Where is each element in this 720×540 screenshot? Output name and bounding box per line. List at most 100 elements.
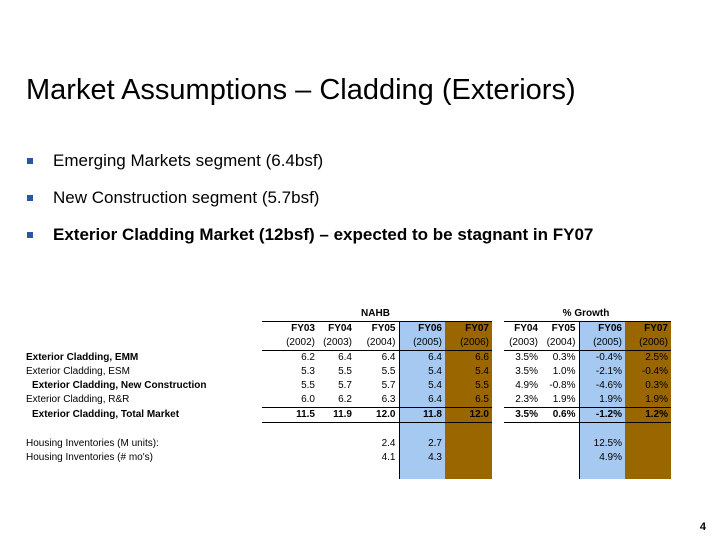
- year-subheader-row: (2002) (2003) (2004) (2005) (2006) (2003…: [26, 336, 671, 351]
- col-header: FY05: [355, 321, 399, 336]
- table-row: Housing Inventories (# mo's) 4.1 4.3 4.9…: [26, 451, 671, 465]
- cell: 2.7: [398, 437, 445, 451]
- cell: 6.3: [355, 393, 399, 408]
- col-subheader: (2003): [504, 336, 541, 351]
- group-header-row: NAHB % Growth: [26, 307, 671, 322]
- col-subheader: (2006): [625, 336, 671, 351]
- col-subheader: (2004): [541, 336, 579, 351]
- cell: 1.0%: [552, 366, 576, 377]
- row-label: Housing Inventories (M units):: [26, 438, 159, 449]
- cell: 11.8: [398, 407, 445, 423]
- bullet-item: Exterior Cladding Market (12bsf) – expec…: [26, 224, 593, 261]
- row-label: Exterior Cladding, EMM: [26, 351, 139, 363]
- table-row: Exterior Cladding, R&R 6.0 6.2 6.3 6.4 6…: [26, 393, 671, 408]
- cell: 3.5%: [515, 352, 538, 363]
- cell: -0.8%: [549, 380, 576, 391]
- cell: 5.3: [301, 366, 315, 377]
- spacer-row: [26, 422, 671, 437]
- cell: 1.9%: [541, 393, 579, 408]
- col-header: FY05: [541, 321, 579, 336]
- cell: 5.4: [445, 365, 492, 379]
- col-header: FY07: [625, 321, 671, 336]
- cell: 4.1: [381, 452, 396, 463]
- table-row: Exterior Cladding, EMM 6.2 6.4 6.4 6.4 6…: [26, 350, 671, 365]
- bullet-text: Exterior Cladding Market (12bsf) – expec…: [53, 225, 594, 244]
- cell: 6.4: [398, 350, 445, 365]
- cell: 5.7: [381, 380, 396, 391]
- col-subheader: (2003): [318, 336, 355, 351]
- cell: -4.6%: [578, 379, 625, 393]
- cell: 5.5: [381, 366, 396, 377]
- row-label: Exterior Cladding, Total Market: [32, 409, 180, 420]
- col-header: FY04: [318, 321, 355, 336]
- col-subheader: (2006): [445, 336, 492, 351]
- cell: 6.4: [381, 352, 396, 363]
- row-label: Exterior Cladding, New Construction: [32, 380, 207, 391]
- cell: 6.4: [398, 393, 445, 408]
- cell: 6.4: [338, 352, 352, 363]
- bullet-item: New Construction segment (5.7bsf): [26, 187, 593, 224]
- row-label: Exterior Cladding, R&R: [26, 394, 130, 406]
- cell: 6.0: [262, 393, 318, 408]
- cell: 1.9%: [625, 393, 671, 408]
- cell: 11.5: [262, 407, 318, 423]
- cell: 5.4: [398, 365, 445, 379]
- cell: 6.6: [445, 350, 492, 365]
- cell: 5.5: [445, 379, 492, 393]
- cell: 12.5%: [578, 437, 625, 451]
- bullet-square-icon: [27, 158, 33, 164]
- group-growth: % Growth: [562, 308, 610, 319]
- market-table: NAHB % Growth FY03 FY04 FY05 FY06 FY07 F…: [26, 307, 671, 479]
- cell: 5.4: [398, 379, 445, 393]
- cell: 4.9%: [578, 451, 625, 465]
- cell: 3.5%: [504, 407, 541, 423]
- col-subheader: (2005): [578, 336, 625, 351]
- bullet-item: Emerging Markets segment (6.4bsf): [26, 150, 593, 187]
- cell: 6.2: [301, 352, 315, 363]
- spacer-row: [26, 465, 671, 479]
- table-row: Exterior Cladding, New Construction 5.5 …: [26, 379, 671, 393]
- bullet-square-icon: [27, 232, 33, 238]
- cell: -0.4%: [578, 350, 625, 365]
- cell: 1.9%: [578, 393, 625, 408]
- col-subheader: (2002): [262, 336, 318, 351]
- cell: -2.1%: [578, 365, 625, 379]
- col-header: FY03: [262, 321, 318, 336]
- cell: 3.5%: [515, 366, 538, 377]
- cell: 6.5: [445, 393, 492, 408]
- table-row: Exterior Cladding, ESM 5.3 5.5 5.5 5.4 5…: [26, 365, 671, 379]
- cell: 6.2: [318, 393, 355, 408]
- col-header: FY07: [445, 321, 492, 336]
- table-row: Housing Inventories (M units): 2.4 2.7 1…: [26, 437, 671, 451]
- cell: 4.9%: [515, 380, 538, 391]
- bullet-square-icon: [27, 195, 33, 201]
- cell: 1.2%: [625, 407, 671, 423]
- col-header: FY06: [578, 321, 625, 336]
- cell: 0.6%: [541, 407, 579, 423]
- cell: 0.3%: [552, 352, 576, 363]
- bullet-text: Emerging Markets segment (6.4bsf): [53, 151, 324, 170]
- bullet-text: New Construction segment (5.7bsf): [53, 188, 320, 207]
- cell: 2.5%: [625, 350, 671, 365]
- cell: 2.4: [381, 438, 396, 449]
- cell: 0.3%: [625, 379, 671, 393]
- cell: 5.5: [301, 380, 315, 391]
- col-header: FY06: [398, 321, 445, 336]
- page-number: 4: [699, 521, 706, 533]
- cell: 4.3: [398, 451, 445, 465]
- table-row: Exterior Cladding, Total Market 11.5 11.…: [26, 407, 671, 423]
- col-header: FY04: [504, 321, 541, 336]
- slide-title: Market Assumptions – Cladding (Exteriors…: [26, 74, 576, 106]
- col-subheader: (2004): [355, 336, 399, 351]
- row-label: Exterior Cladding, ESM: [26, 366, 130, 377]
- cell: 12.0: [355, 407, 399, 423]
- cell: -1.2%: [578, 407, 625, 423]
- col-subheader: (2005): [398, 336, 445, 351]
- group-nahb: NAHB: [361, 308, 390, 319]
- year-header-row: FY03 FY04 FY05 FY06 FY07 FY04 FY05 FY06 …: [26, 321, 671, 336]
- cell: 5.7: [338, 380, 352, 391]
- cell: -0.4%: [625, 365, 671, 379]
- cell: 12.0: [445, 407, 492, 423]
- cell: 5.5: [338, 366, 352, 377]
- cell: 11.9: [318, 407, 355, 423]
